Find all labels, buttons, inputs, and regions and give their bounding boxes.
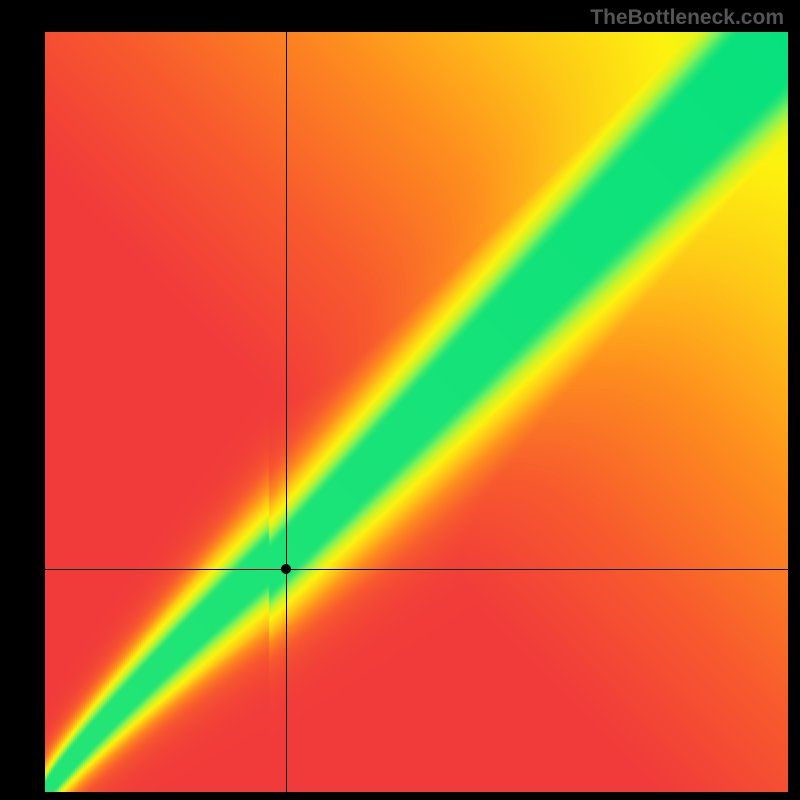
marker-dot: [281, 564, 291, 574]
crosshair-vertical: [286, 32, 287, 792]
heatmap-plot: [45, 32, 788, 792]
crosshair-horizontal: [45, 569, 788, 570]
watermark-text: TheBottleneck.com: [590, 6, 784, 30]
heatmap-canvas: [45, 32, 788, 792]
